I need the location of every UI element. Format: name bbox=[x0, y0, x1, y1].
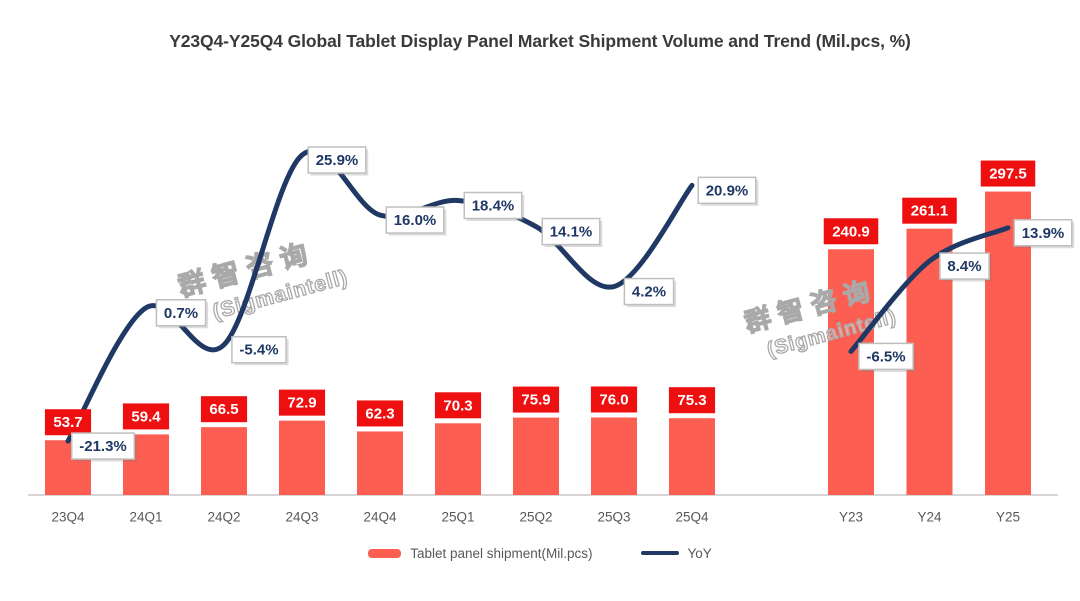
legend-line-swatch bbox=[640, 550, 679, 556]
yoy-label-Y23: -6.5% bbox=[866, 348, 905, 365]
yoy-label-box-Y24 bbox=[939, 252, 990, 280]
yoy-label-24Q4: 16.0% bbox=[394, 212, 437, 229]
legend-bar-swatch bbox=[368, 548, 402, 558]
x-tick-label-Y24: Y24 bbox=[917, 510, 942, 525]
bar-value-label-25Q4: 75.3 bbox=[677, 392, 706, 409]
legend-item-yoy: YoY bbox=[640, 545, 712, 561]
bar-value-box-24Q1 bbox=[122, 403, 170, 430]
bar-value-box-Y25 bbox=[980, 160, 1036, 187]
yoy-label-box-25Q1 bbox=[463, 191, 523, 220]
bar-value-box-25Q4 bbox=[668, 387, 716, 414]
yoy-label-box-25Q4 bbox=[697, 176, 757, 205]
chart-title: Y23Q4-Y25Q4 Global Tablet Display Panel … bbox=[169, 31, 911, 51]
x-tick-label-25Q1: 25Q1 bbox=[441, 510, 474, 525]
legend-line-label: YoY bbox=[687, 545, 712, 561]
bar-25Q4 bbox=[669, 418, 715, 495]
bar-24Q4 bbox=[357, 431, 403, 495]
yoy-label-box-Y23 bbox=[858, 342, 914, 371]
yoy-label-25Q3: 4.2% bbox=[632, 284, 666, 301]
bar-25Q1 bbox=[435, 423, 481, 495]
yoy-label-24Q1: 0.7% bbox=[164, 305, 198, 322]
x-tick-label-Y23: Y23 bbox=[839, 510, 863, 525]
x-tick-label-24Q1: 24Q1 bbox=[129, 510, 162, 525]
x-tick-label-24Q2: 24Q2 bbox=[207, 510, 240, 525]
x-tick-label-25Q2: 25Q2 bbox=[519, 510, 552, 525]
yoy-label-Y24: 8.4% bbox=[947, 258, 981, 275]
yoy-line-annual bbox=[848, 225, 1011, 354]
yoy-label-box-24Q3 bbox=[307, 146, 367, 174]
bar-value-label-24Q1: 59.4 bbox=[131, 408, 161, 425]
bar-value-box-24Q3 bbox=[278, 389, 326, 416]
bar-value-box-Y24 bbox=[902, 197, 957, 224]
bar-value-label-24Q4: 62.3 bbox=[365, 405, 394, 422]
bar-value-box-23Q4 bbox=[44, 409, 92, 436]
yoy-label-box-24Q1 bbox=[155, 299, 207, 327]
bar-value-label-25Q2: 75.9 bbox=[521, 392, 550, 409]
yoy-label-box-23Q4 bbox=[70, 432, 136, 460]
yoy-label-box-25Q2 bbox=[541, 217, 601, 246]
yoy-label-25Q4: 20.9% bbox=[706, 182, 749, 199]
bar-value-box-24Q2 bbox=[200, 396, 248, 423]
yoy-label-box-24Q2 bbox=[231, 335, 287, 364]
yoy-label-box-Y25 bbox=[1013, 219, 1073, 247]
yoy-label-box-25Q3 bbox=[623, 277, 675, 306]
bar-24Q3 bbox=[279, 420, 325, 495]
yoy-label-box-24Q4 bbox=[385, 206, 445, 234]
bar-value-box-25Q3 bbox=[590, 386, 638, 413]
bar-value-box-25Q2 bbox=[512, 386, 560, 413]
x-tick-label-23Q4: 23Q4 bbox=[51, 510, 85, 525]
x-tick-label-24Q3: 24Q3 bbox=[285, 510, 318, 525]
bar-value-label-23Q4: 53.7 bbox=[53, 414, 82, 431]
x-tick-label-25Q3: 25Q3 bbox=[597, 510, 630, 525]
x-tick-label-24Q4: 24Q4 bbox=[363, 510, 397, 525]
yoy-label-24Q2: -5.4% bbox=[239, 342, 278, 359]
yoy-label-25Q2: 14.1% bbox=[550, 224, 593, 241]
bar-value-box-Y23 bbox=[823, 218, 879, 245]
bar-value-label-25Q3: 76.0 bbox=[599, 391, 628, 408]
bar-value-label-25Q1: 70.3 bbox=[443, 397, 472, 414]
legend-bar-label: Tablet panel shipment(Mil.pcs) bbox=[410, 545, 593, 561]
bar-25Q2 bbox=[513, 417, 559, 495]
bar-24Q2 bbox=[201, 427, 247, 495]
bar-value-label-Y23: 240.9 bbox=[832, 223, 870, 240]
x-tick-label-Y25: Y25 bbox=[996, 510, 1020, 525]
bar-value-box-24Q4 bbox=[356, 400, 404, 427]
bar-Y23 bbox=[828, 249, 874, 495]
legend: Tablet panel shipment(Mil.pcs) YoY bbox=[0, 541, 1080, 565]
bar-25Q3 bbox=[591, 417, 637, 495]
yoy-label-23Q4: -21.3% bbox=[79, 438, 127, 455]
yoy-label-Y25: 13.9% bbox=[1022, 225, 1065, 242]
bar-value-label-24Q2: 66.5 bbox=[209, 401, 238, 418]
bar-value-box-25Q1 bbox=[434, 392, 482, 419]
yoy-label-24Q3: 25.9% bbox=[316, 152, 359, 169]
legend-item-shipment: Tablet panel shipment(Mil.pcs) bbox=[368, 545, 593, 561]
x-tick-label-25Q4: 25Q4 bbox=[675, 510, 709, 525]
yoy-label-25Q1: 18.4% bbox=[472, 197, 515, 214]
bar-value-label-24Q3: 72.9 bbox=[287, 395, 316, 412]
bar-value-label-Y24: 261.1 bbox=[911, 203, 949, 220]
bar-value-label-Y25: 297.5 bbox=[989, 166, 1027, 183]
